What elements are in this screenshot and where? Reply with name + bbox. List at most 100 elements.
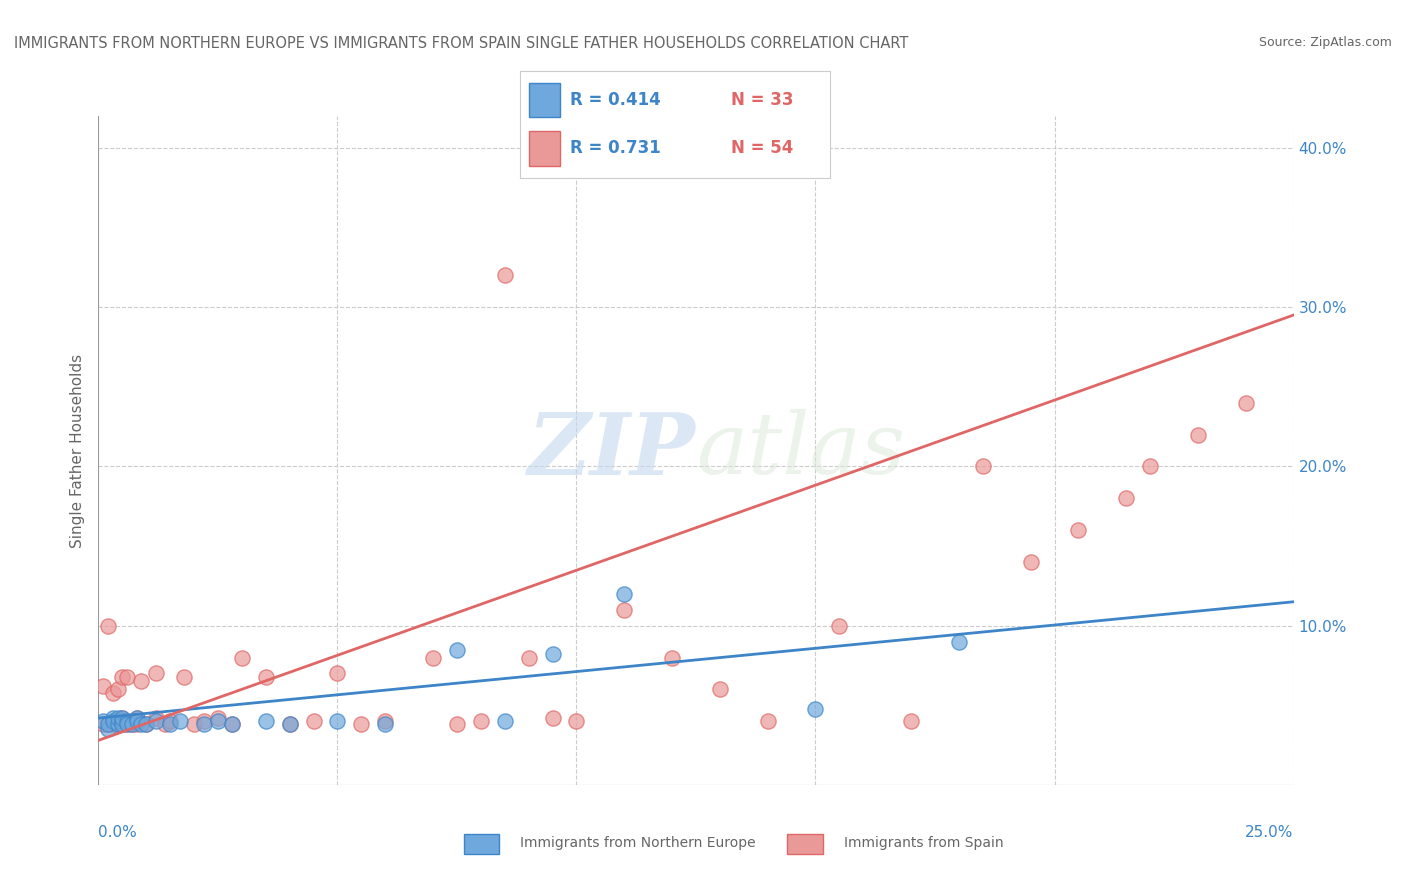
Point xyxy=(709,682,731,697)
Point xyxy=(111,717,134,731)
Point xyxy=(517,650,540,665)
Point xyxy=(254,670,277,684)
Point xyxy=(101,714,124,729)
Point xyxy=(145,666,167,681)
Text: Immigrants from Spain: Immigrants from Spain xyxy=(844,836,1004,850)
Point xyxy=(1115,491,1137,506)
Point xyxy=(207,714,229,729)
Point xyxy=(541,711,564,725)
Point xyxy=(125,711,148,725)
Point xyxy=(900,714,922,729)
Text: 0.0%: 0.0% xyxy=(98,825,138,839)
Point xyxy=(1234,395,1257,409)
Text: ZIP: ZIP xyxy=(529,409,696,492)
Point xyxy=(131,717,153,731)
Point xyxy=(1019,555,1042,569)
Point xyxy=(111,714,134,729)
Point xyxy=(107,717,129,731)
Point xyxy=(350,717,373,731)
Point xyxy=(756,714,779,729)
Point xyxy=(326,714,349,729)
Point xyxy=(97,717,120,731)
Point xyxy=(101,685,124,699)
Point xyxy=(804,701,827,715)
Point xyxy=(494,714,516,729)
Y-axis label: Single Father Households: Single Father Households xyxy=(69,353,84,548)
Point xyxy=(111,711,134,725)
Point xyxy=(121,717,143,731)
Point xyxy=(446,717,468,731)
Point xyxy=(1067,523,1090,537)
Point xyxy=(494,268,516,283)
Point xyxy=(193,714,215,729)
Point xyxy=(159,714,181,729)
Point xyxy=(278,717,301,731)
Text: 25.0%: 25.0% xyxy=(1246,825,1294,839)
Point xyxy=(1139,459,1161,474)
Point xyxy=(135,717,157,731)
Text: IMMIGRANTS FROM NORTHERN EUROPE VS IMMIGRANTS FROM SPAIN SINGLE FATHER HOUSEHOLD: IMMIGRANTS FROM NORTHERN EUROPE VS IMMIG… xyxy=(14,36,908,51)
Point xyxy=(326,666,349,681)
Point xyxy=(613,603,636,617)
Point xyxy=(169,714,191,729)
Point xyxy=(207,711,229,725)
Point xyxy=(221,717,243,731)
Point xyxy=(446,642,468,657)
Point xyxy=(155,717,177,731)
Point xyxy=(97,618,120,632)
FancyBboxPatch shape xyxy=(530,131,561,166)
Point xyxy=(107,682,129,697)
Text: N = 54: N = 54 xyxy=(731,139,793,157)
Text: R = 0.731: R = 0.731 xyxy=(569,139,661,157)
Point xyxy=(278,717,301,731)
Point xyxy=(101,717,124,731)
Point xyxy=(131,674,153,689)
Text: Source: ZipAtlas.com: Source: ZipAtlas.com xyxy=(1258,36,1392,49)
Point xyxy=(541,648,564,662)
Point xyxy=(111,717,134,731)
Point xyxy=(470,714,492,729)
Point xyxy=(173,670,195,684)
Point xyxy=(107,711,129,725)
Point xyxy=(613,587,636,601)
Point xyxy=(972,459,994,474)
Point xyxy=(107,717,129,731)
Point xyxy=(125,717,148,731)
Point xyxy=(91,714,114,729)
Point xyxy=(948,634,970,648)
Point xyxy=(97,723,120,737)
Point xyxy=(91,717,114,731)
Point xyxy=(115,670,138,684)
Point xyxy=(125,711,148,725)
Point xyxy=(115,717,138,731)
Point xyxy=(97,717,120,731)
Text: N = 33: N = 33 xyxy=(731,91,793,109)
Point xyxy=(422,650,444,665)
Point xyxy=(193,717,215,731)
Point xyxy=(101,711,124,725)
Point xyxy=(115,717,138,731)
Point xyxy=(661,650,683,665)
Point xyxy=(254,714,277,729)
Point xyxy=(91,679,114,693)
Point xyxy=(159,717,181,731)
Point xyxy=(145,714,167,729)
Point xyxy=(565,714,588,729)
Point xyxy=(183,717,205,731)
Point xyxy=(221,717,243,731)
Point xyxy=(111,711,134,725)
Point xyxy=(135,717,157,731)
Point xyxy=(145,711,167,725)
FancyBboxPatch shape xyxy=(530,83,561,118)
Text: atlas: atlas xyxy=(696,409,905,491)
Point xyxy=(231,650,253,665)
Point xyxy=(115,714,138,729)
Point xyxy=(111,670,134,684)
Point xyxy=(1187,427,1209,442)
Point xyxy=(828,618,851,632)
Point xyxy=(374,714,396,729)
Text: Immigrants from Northern Europe: Immigrants from Northern Europe xyxy=(520,836,756,850)
Text: R = 0.414: R = 0.414 xyxy=(569,91,661,109)
Point xyxy=(302,714,325,729)
Point xyxy=(121,717,143,731)
